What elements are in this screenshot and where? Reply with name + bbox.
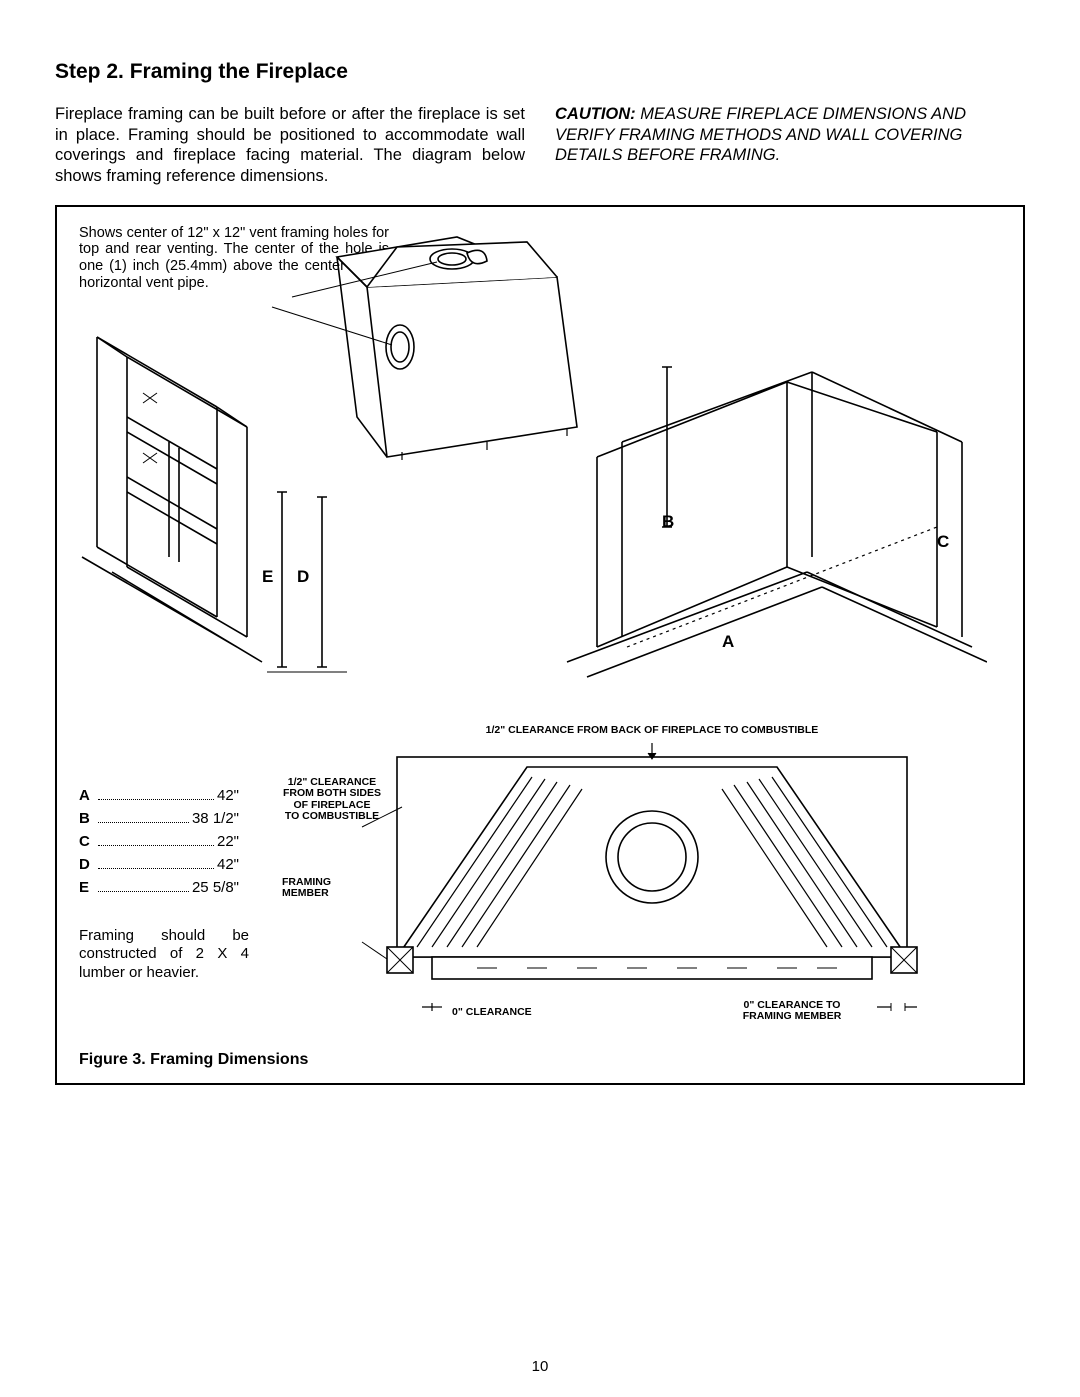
label-b: B [662, 512, 674, 532]
dim-row: A 42" [79, 787, 239, 804]
dim-letter: E [79, 879, 95, 896]
label-d: D [297, 567, 309, 587]
section-heading: Step 2. Framing the Fireplace [55, 60, 1025, 84]
zero-clearance-label: 0" CLEARANCE [452, 1007, 532, 1019]
intro-paragraph: Fireplace framing can be built before or… [55, 104, 525, 187]
dim-letter: D [79, 856, 95, 873]
dim-value: 42" [217, 856, 239, 873]
dim-letter: C [79, 833, 95, 850]
figure-box: Shows center of 12" x 12" vent framing h… [55, 205, 1025, 1085]
framing-member-label: FRAMING MEMBER [282, 877, 331, 900]
caution-paragraph: CAUTION: MEASURE FIREPLACE DIMENSIONS AN… [555, 104, 1025, 187]
caution-word: CAUTION: [555, 105, 636, 123]
page-number: 10 [532, 1358, 549, 1375]
clearance-sides-label: 1/2" CLEARANCE FROM BOTH SIDES OF FIREPL… [272, 777, 392, 823]
dim-letter: A [79, 787, 95, 804]
dim-value: 25 5/8" [192, 879, 239, 896]
label-e: E [262, 567, 273, 587]
dim-row: C 22" [79, 833, 239, 850]
dimension-key: A 42" B 38 1/2" C 22" D 42" E 25 5/8" [79, 787, 239, 902]
intro-row: Fireplace framing can be built before or… [55, 104, 1025, 187]
zero-clearance-framing-label: 0" CLEARANCE TO FRAMING MEMBER [717, 1000, 867, 1023]
figure-caption: Figure 3. Framing Dimensions [79, 1051, 308, 1069]
dim-value: 38 1/2" [192, 810, 239, 827]
dim-value: 42" [217, 787, 239, 804]
lumber-note: Framing should be constructed of 2 X 4 l… [79, 927, 249, 983]
dim-row: D 42" [79, 856, 239, 873]
dim-letter: B [79, 810, 95, 827]
label-a: A [722, 632, 734, 652]
dim-value: 22" [217, 833, 239, 850]
isometric-diagram [67, 217, 987, 727]
dim-row: E 25 5/8" [79, 879, 239, 896]
clearance-back-label: 1/2" CLEARANCE FROM BACK OF FIREPLACE TO… [437, 725, 867, 737]
label-c: C [937, 532, 949, 552]
dim-row: B 38 1/2" [79, 810, 239, 827]
